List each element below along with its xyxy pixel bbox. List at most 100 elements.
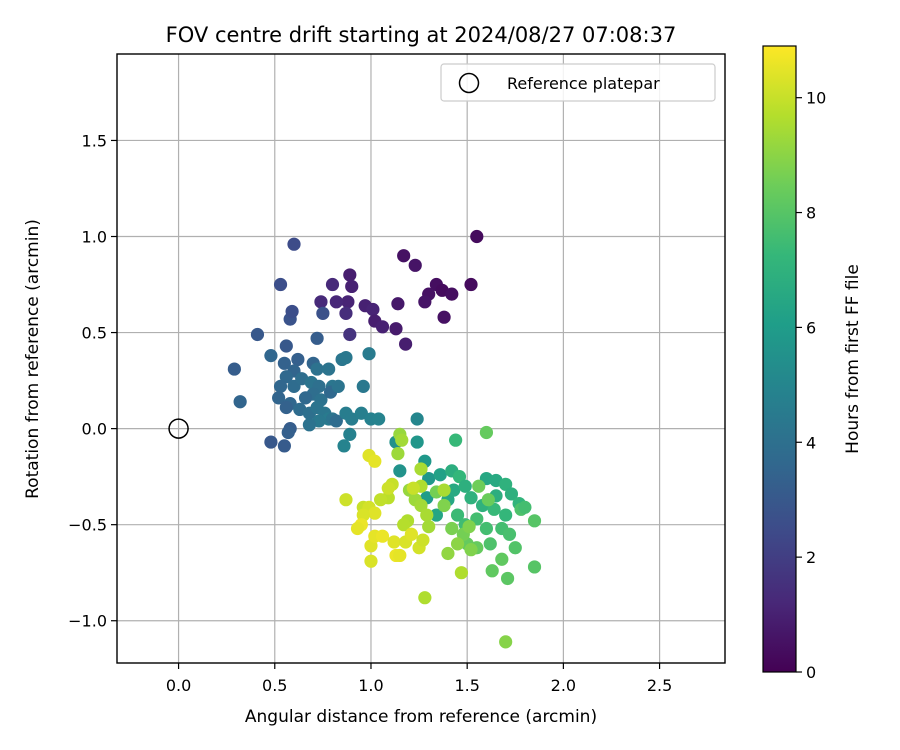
scatter-point <box>499 635 513 649</box>
scatter-point <box>397 249 411 263</box>
scatter-point <box>437 483 451 497</box>
scatter-point <box>445 521 459 536</box>
scatter-point <box>389 322 403 336</box>
scatter-point <box>343 327 357 342</box>
scatter-point <box>366 302 380 317</box>
scatter-point <box>479 521 494 536</box>
scatter-point <box>314 295 328 309</box>
scatter-point <box>499 477 513 491</box>
scatter-point <box>279 400 293 415</box>
colorbar-tick-label: 6 <box>806 318 816 337</box>
scatter-point <box>264 435 278 449</box>
colorbar-tick-label: 10 <box>806 89 826 108</box>
scatter-point <box>310 331 324 345</box>
scatter-point <box>418 591 432 605</box>
scatter-point <box>372 412 386 426</box>
grid <box>117 54 725 663</box>
colorbar-tick-label: 0 <box>806 663 816 682</box>
scatter-point <box>329 295 343 309</box>
scatter-point <box>387 535 401 549</box>
scatter-point <box>479 425 494 440</box>
scatter-point <box>450 508 465 522</box>
scatter-point <box>329 414 343 428</box>
scatter-point <box>527 514 542 528</box>
y-tick-label: 0.5 <box>82 324 107 343</box>
scatter-point <box>410 435 424 449</box>
scatter-point <box>391 297 405 311</box>
scatter-point <box>464 543 478 557</box>
reference-marker <box>168 418 189 439</box>
scatter-point <box>279 370 293 384</box>
scatter-point <box>487 502 501 516</box>
scatter-point <box>504 487 519 501</box>
scatter-point <box>381 481 395 495</box>
scatter-point <box>414 498 428 513</box>
x-axis-label: Angular distance from reference (arcmin) <box>245 707 597 727</box>
x-tick-label: 0.0 <box>166 676 191 695</box>
scatter-point <box>483 537 497 551</box>
legend-box <box>440 63 716 102</box>
scatter-point <box>416 533 430 547</box>
scatter-point <box>291 352 305 367</box>
scatter-point <box>404 527 418 541</box>
scatter-point <box>452 470 467 484</box>
scatter-point <box>316 306 330 320</box>
scatter-point <box>391 446 405 461</box>
scatter-point <box>368 454 382 468</box>
scatter-point <box>408 258 422 272</box>
scatter-point <box>281 425 295 440</box>
scatter-point <box>527 560 542 574</box>
scatter-point <box>433 468 447 482</box>
scatter-point <box>345 279 359 294</box>
scatter-point <box>339 493 353 507</box>
scatter-point <box>472 479 486 493</box>
scatter-point <box>273 379 288 393</box>
scatter-point <box>375 320 390 334</box>
scatter-point <box>354 406 368 420</box>
scatter-point <box>462 519 476 534</box>
data-points <box>227 229 542 649</box>
scatter-point <box>420 508 434 522</box>
scatter-point <box>518 500 532 514</box>
colorbar-label: Hours from first FF file <box>843 264 863 454</box>
scatter-point <box>437 310 451 324</box>
scatter-point <box>331 379 345 393</box>
scatter-point <box>441 546 455 561</box>
scatter-point <box>298 391 313 405</box>
scatter-point <box>464 491 478 505</box>
y-axis-label: Rotation from reference (arcmin) <box>23 219 43 499</box>
chart-title: FOV centre drift starting at 2024/08/27 … <box>166 23 677 47</box>
scatter-point <box>325 277 340 292</box>
x-tick-label: 2.5 <box>647 676 672 695</box>
legend-reference-marker <box>458 72 480 94</box>
scatter-point <box>393 464 407 478</box>
scatter-point <box>454 566 469 580</box>
scatter-point <box>464 277 478 292</box>
scatter-point <box>485 564 499 578</box>
scatter-point <box>375 529 390 543</box>
colorbar-tick-label: 4 <box>806 433 816 452</box>
scatter-point <box>470 229 484 244</box>
scatter-point <box>450 537 465 551</box>
scatter-point <box>250 327 265 342</box>
scatter-point <box>502 527 517 541</box>
y-tick-label: −1.0 <box>68 612 107 631</box>
scatter-point <box>343 427 357 441</box>
scatter-point <box>287 237 301 251</box>
scatter-point <box>227 362 241 376</box>
scatter-point <box>339 306 353 320</box>
scatter-point <box>356 379 370 393</box>
scatter-point <box>310 362 324 376</box>
scatter-point <box>350 521 365 536</box>
scatter-point <box>343 268 357 282</box>
scatter-point <box>373 493 388 507</box>
scatter-point <box>418 295 432 309</box>
scatter-point <box>264 349 278 363</box>
scatter-point <box>399 337 413 351</box>
scatter-point <box>339 350 353 365</box>
scatter-point <box>422 519 436 534</box>
x-tick-label: 0.5 <box>262 676 287 695</box>
scatter-point <box>345 412 359 426</box>
scatter-point <box>322 362 336 376</box>
